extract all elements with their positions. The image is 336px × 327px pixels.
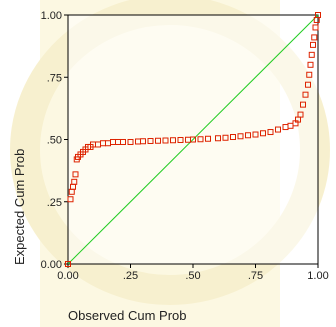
plot-area: 0.00 .25 .50 .75 1.00 0.00 .25 .50 .75 1.00 [41,10,329,282]
y-tick-label: .75 [47,72,62,84]
y-tick-label: .50 [47,135,62,147]
x-axis-title: Observed Cum Prob [68,308,187,323]
y-tick-label: 0.00 [41,259,62,271]
data-point [190,136,196,143]
data-point [307,61,314,68]
data-point [311,34,318,41]
data-point [245,132,251,139]
data-point [205,135,211,142]
data-point [162,137,169,144]
x-tick-label: .50 [185,270,200,282]
y-axis-title: Expected Cum Prob [12,149,27,265]
data-point [302,91,309,98]
data-point [140,138,146,145]
data-point [308,51,315,58]
data-point [127,138,134,145]
data-point [222,134,229,141]
x-tick-label: .25 [123,270,138,282]
data-point [252,131,259,138]
data-point [177,136,184,143]
data-point [315,12,321,18]
x-tick-label: 1.00 [307,270,328,282]
data-point [297,111,304,118]
data-point [155,137,161,144]
data-point [71,178,78,185]
x-tick-label: .75 [248,270,263,282]
reference-line [67,14,319,265]
data-point [147,137,154,144]
data-point [300,101,306,108]
data-point [230,134,236,141]
data-point [67,196,74,203]
data-point [305,81,311,88]
data-point [237,133,244,140]
data-point [306,71,313,78]
data-point [312,24,319,31]
data-point [170,137,176,144]
data-point [197,136,204,143]
data-point [215,135,221,142]
y-tick-label: 1.00 [41,10,62,22]
data-point [65,261,71,267]
y-tick-label: .25 [47,197,62,209]
data-point [260,130,266,137]
data-point [310,41,316,48]
data-point [267,129,274,136]
data-point [120,138,126,145]
data-point [275,126,281,133]
x-tick-label: 0.00 [57,270,78,282]
data-point [72,171,79,178]
